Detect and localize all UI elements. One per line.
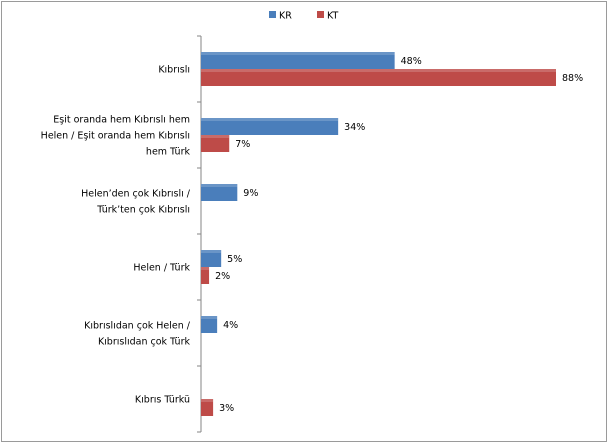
- category-label: Helen’den çok Kıbrıslı /: [81, 189, 191, 200]
- bar-highlight: [201, 267, 210, 270]
- bar-kr: [201, 118, 339, 135]
- legend-swatch-kt: [317, 11, 324, 18]
- bar-highlight: [201, 250, 222, 253]
- category-label: Türk’ten çok Kıbrıslı: [96, 205, 190, 216]
- bar-highlight: [201, 118, 339, 121]
- bar-highlight: [201, 69, 556, 72]
- category-label: Kıbrıs Türkü: [135, 395, 190, 406]
- legend-label: KT: [327, 11, 338, 22]
- data-label: 2%: [215, 271, 230, 282]
- bar-kt: [201, 69, 556, 86]
- data-label: 34%: [344, 122, 365, 133]
- bar-kr: [201, 184, 238, 201]
- bar-highlight: [201, 399, 214, 402]
- category-label: Kıbrıslı: [158, 65, 190, 76]
- category-label: Helen / Türk: [133, 263, 190, 274]
- category-label: Helen / Eşit oranda hem Kıbrıslı: [41, 131, 190, 142]
- bar-kr: [201, 52, 395, 69]
- bar-highlight: [201, 184, 238, 187]
- legend-swatch-kr: [269, 11, 276, 18]
- bar-kt: [201, 135, 230, 152]
- bar-kr: [201, 316, 218, 333]
- legend-label: KR: [279, 11, 292, 22]
- bar-kt: [201, 267, 210, 284]
- category-label: Eşit oranda hem Kıbrıslı hem: [53, 115, 190, 126]
- category-label: hem Türk: [146, 147, 191, 158]
- category-label: Kıbrıslıdan çok Helen /: [84, 321, 191, 332]
- data-label: 3%: [219, 403, 234, 414]
- data-label: 88%: [562, 73, 583, 84]
- bar-highlight: [201, 316, 218, 319]
- data-label: 4%: [223, 320, 238, 331]
- data-label: 9%: [243, 188, 258, 199]
- bar-kt: [201, 399, 214, 416]
- data-label: 5%: [227, 254, 242, 265]
- category-label: Kıbrıslıdan çok Türk: [98, 337, 191, 348]
- bar-highlight: [201, 135, 230, 138]
- data-label: 7%: [235, 139, 250, 150]
- data-label: 48%: [401, 56, 422, 67]
- bar-highlight: [201, 52, 395, 55]
- bar-kr: [201, 250, 222, 267]
